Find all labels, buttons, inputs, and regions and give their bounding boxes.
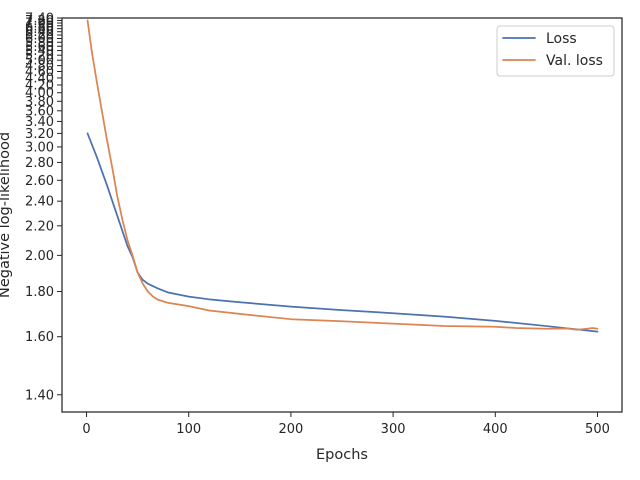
x-tick-label: 200 bbox=[278, 422, 303, 437]
y-tick-label: 3.80 bbox=[25, 95, 54, 110]
y-tick-label: 3.60 bbox=[25, 104, 54, 119]
y-tick-label: 2.60 bbox=[25, 174, 54, 189]
y-tick-label: 2.00 bbox=[25, 249, 54, 264]
y-tick-label: 2.40 bbox=[25, 195, 54, 210]
y-tick-label: 3.40 bbox=[25, 115, 54, 130]
y-tick-label: 5.00 bbox=[25, 54, 54, 69]
legend-label-loss: Loss bbox=[546, 31, 577, 47]
y-tick-label: 4.80 bbox=[25, 59, 54, 74]
x-tick-label: 500 bbox=[585, 422, 610, 437]
y-tick-label: 7.00 bbox=[25, 17, 54, 32]
plot-background bbox=[62, 18, 622, 412]
y-tick-label: 7.40 bbox=[25, 12, 54, 27]
series-line-val-loss bbox=[86, 19, 599, 331]
x-tick-label: 400 bbox=[483, 422, 508, 437]
x-tick-label: 100 bbox=[176, 422, 201, 437]
y-tick-label: 1.80 bbox=[25, 285, 54, 300]
axis-ticks: 0 100 200 300 400 500 1.40 1.60 1.80 2.00 2.20 2.40… bbox=[25, 12, 610, 438]
y-tick-label: 5.20 bbox=[25, 49, 54, 64]
y-axis-label: Negative log-likelihood bbox=[0, 132, 13, 298]
y-tick-label: 5.60 bbox=[25, 40, 54, 55]
y-tick-label: 4.20 bbox=[25, 78, 54, 93]
plot-frame bbox=[61, 17, 623, 413]
y-tick-label: 4.40 bbox=[25, 71, 54, 86]
y-tick-label: 3.00 bbox=[25, 140, 54, 155]
y-tick-label: 6.60 bbox=[25, 22, 54, 37]
y-tick-label: 6.80 bbox=[25, 19, 54, 34]
y-tick-label: 1.40 bbox=[25, 388, 54, 403]
y-tick-label: 3.20 bbox=[25, 127, 54, 142]
y-tick-label: 2.80 bbox=[25, 156, 54, 171]
x-tick-label: 0 bbox=[82, 422, 90, 437]
y-tick-label: 6.40 bbox=[25, 25, 54, 40]
x-axis-label: Epochs bbox=[316, 447, 368, 463]
legend-label-val-loss: Val. loss bbox=[546, 53, 603, 69]
y-tick-label: 1.60 bbox=[25, 330, 54, 345]
series-lines bbox=[86, 19, 599, 333]
series-line-loss bbox=[86, 132, 599, 333]
y-tick-label: 6.00 bbox=[25, 32, 54, 47]
y-tick-label: 4.60 bbox=[25, 65, 54, 80]
y-tick-label: 2.20 bbox=[25, 219, 54, 234]
y-tick-label: 6.20 bbox=[25, 29, 54, 44]
y-tick-label: 4.00 bbox=[25, 86, 54, 101]
y-tick-label: 5.80 bbox=[25, 36, 54, 51]
legend: Loss Val. loss bbox=[496, 25, 615, 77]
x-tick-label: 300 bbox=[381, 422, 406, 437]
y-tick-label: 5.40 bbox=[25, 44, 54, 59]
y-tick-label: 7.20 bbox=[25, 14, 54, 29]
